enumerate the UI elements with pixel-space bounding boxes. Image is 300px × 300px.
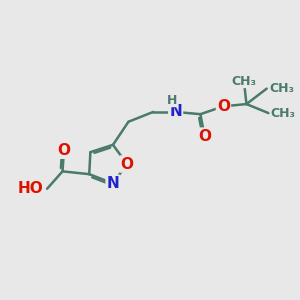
Text: HO: HO <box>18 181 44 196</box>
Text: O: O <box>217 99 230 114</box>
Text: CH₃: CH₃ <box>232 74 257 88</box>
Text: O: O <box>121 157 134 172</box>
Text: N: N <box>169 104 182 119</box>
Text: N: N <box>106 176 119 191</box>
Text: H: H <box>167 94 178 106</box>
Text: O: O <box>57 143 70 158</box>
Text: CH₃: CH₃ <box>271 106 296 120</box>
Text: CH₃: CH₃ <box>269 82 294 95</box>
Text: O: O <box>198 129 211 144</box>
